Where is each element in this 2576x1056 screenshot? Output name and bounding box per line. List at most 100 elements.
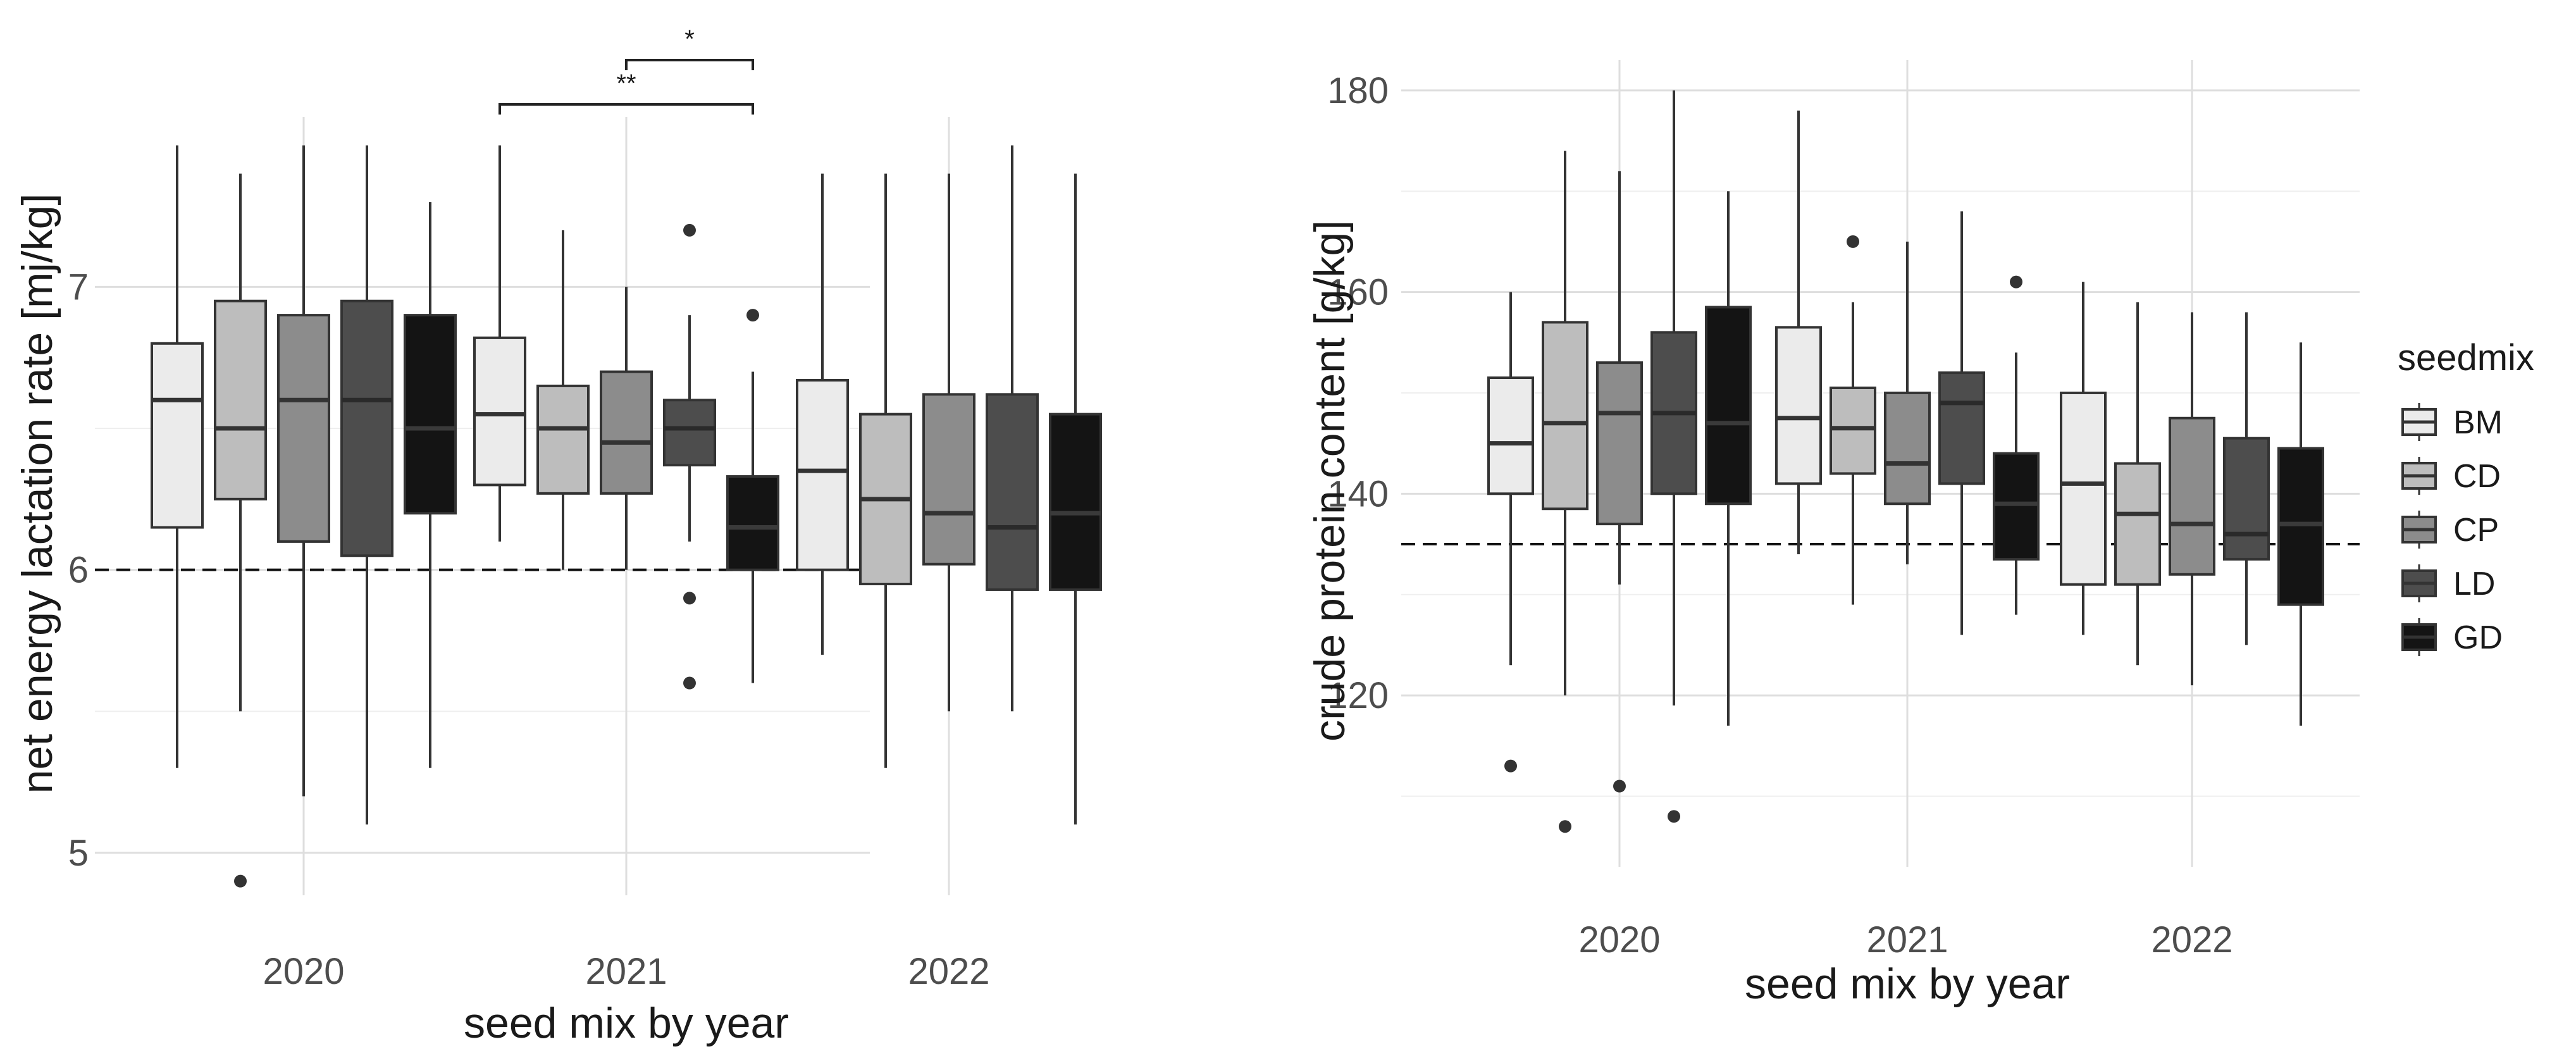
- legend-item-cd: CD: [2399, 456, 2501, 496]
- legend-items: BM CD CP LD GD: [2399, 402, 2503, 657]
- box-body: [1705, 306, 1752, 506]
- protein-y-tick-label: 160: [1327, 272, 1389, 313]
- protein-box-ld-2022: [2223, 312, 2270, 645]
- nel-box-cp-2020: [277, 145, 330, 797]
- significance-label: **: [616, 70, 636, 97]
- protein-x-axis-title: seed mix by year: [1745, 960, 2070, 1008]
- nel-box-gd-2021: [726, 309, 779, 683]
- outlier-point: [746, 309, 759, 322]
- protein-boxplot-chart: 120 140 160 180 2020 2021 2022 seed mix by ye…: [1306, 60, 2360, 1008]
- box-body: [922, 393, 975, 566]
- protein-box-cd-2020: [1542, 151, 1588, 833]
- nel-box-ld-2021: [663, 223, 716, 690]
- legend: seedmix BM CD CP LD GD: [2398, 337, 2534, 657]
- legend-item-bm: BM: [2399, 402, 2503, 442]
- legend-label: CP: [2453, 512, 2499, 549]
- box-body: [2223, 437, 2270, 561]
- legend-item-cp: CP: [2399, 509, 2499, 550]
- box-body: [1487, 376, 1534, 495]
- nel-significance-bracket: *: [625, 25, 754, 70]
- legend-label: LD: [2453, 566, 2495, 602]
- outlier-point: [2010, 275, 2022, 289]
- outlier-point: [1613, 780, 1626, 793]
- box-body: [1049, 413, 1102, 591]
- protein-box-bm-2021: [1775, 110, 1822, 554]
- protein-x-tick-labels: 2020 2021 2022: [1578, 919, 2232, 960]
- box-body: [2169, 416, 2215, 576]
- nel-box-bm-2020: [151, 145, 204, 768]
- nel-box-cd-2020: [214, 173, 267, 888]
- outlier-point: [1504, 759, 1517, 773]
- protein-box-cp-2021: [1884, 241, 1931, 564]
- box-body: [1938, 371, 1985, 485]
- protein-box-cd-2022: [2114, 302, 2161, 666]
- protein-box-cp-2020: [1596, 171, 1643, 793]
- box-body: [2277, 447, 2324, 606]
- nel-significance-brackets: ***: [498, 25, 754, 115]
- bracket-line: [498, 103, 754, 115]
- box-body: [473, 336, 526, 487]
- box-body: [663, 399, 716, 467]
- protein-x-tick-label: 2021: [1866, 919, 1948, 960]
- protein-x-tick-label: 2022: [2151, 919, 2232, 960]
- nel-box-cd-2021: [536, 230, 590, 570]
- box-body: [2060, 391, 2107, 586]
- legend-label: BM: [2453, 404, 2503, 441]
- protein-box-gd-2021: [1993, 275, 2040, 615]
- box-body: [1993, 452, 2040, 561]
- nel-y-axis-title: net energy lactation rate [mj/kg]: [13, 194, 61, 794]
- legend-label: GD: [2453, 619, 2503, 656]
- nel-y-tick-label: 6: [68, 550, 89, 591]
- nel-box-cp-2022: [922, 173, 975, 712]
- outlier-point: [234, 874, 247, 888]
- box-body: [277, 314, 330, 543]
- nel-x-tick-label: 2021: [585, 951, 667, 992]
- outlier-point: [1847, 235, 1859, 248]
- protein-box-ld-2020: [1650, 90, 1697, 823]
- box-body: [796, 378, 849, 571]
- protein-y-tick-label: 120: [1327, 675, 1389, 716]
- nel-significance-bracket: **: [498, 70, 754, 115]
- box-body: [214, 299, 267, 500]
- outlier-point: [683, 676, 696, 690]
- protein-box-bm-2022: [2060, 282, 2107, 635]
- box-body: [340, 299, 393, 557]
- outlier-point: [1559, 820, 1571, 833]
- protein-y-axis-title: crude protein content [g/kg]: [1306, 220, 1354, 742]
- nel-x-tick-label: 2020: [263, 951, 344, 992]
- protein-y-tick-label: 140: [1327, 473, 1389, 514]
- box-body: [151, 342, 204, 529]
- nel-y-tick-label: 7: [68, 266, 89, 307]
- box-body: [2114, 462, 2161, 586]
- outlier-point: [683, 592, 696, 605]
- legend-item-gd: GD: [2399, 617, 2503, 657]
- protein-boxes: [1487, 90, 2324, 833]
- protein-y-tick-label: 180: [1327, 70, 1389, 111]
- box-body: [1775, 326, 1822, 485]
- protein-box-bm-2020: [1487, 292, 1534, 773]
- nel-box-gd-2020: [404, 202, 457, 768]
- nel-box-bm-2021: [473, 145, 526, 542]
- protein-box-ld-2021: [1938, 211, 1985, 635]
- protein-y-tick-labels: 120 140 160 180: [1327, 70, 1389, 716]
- legend-label: CD: [2453, 458, 2501, 495]
- nel-y-tick-labels: 5 6 7: [68, 266, 89, 874]
- protein-box-cd-2021: [1830, 235, 1876, 605]
- nel-y-tick-label: 5: [68, 833, 89, 874]
- box-body: [1830, 386, 1876, 475]
- nel-box-cp-2021: [600, 287, 653, 570]
- outlier-point: [683, 223, 696, 237]
- protein-box-gd-2022: [2277, 342, 2324, 726]
- box-body: [1884, 391, 1931, 506]
- legend-title: seedmix: [2398, 337, 2534, 378]
- nel-box-bm-2022: [796, 173, 849, 655]
- box-body: [404, 314, 457, 515]
- protein-box-cp-2022: [2169, 312, 2215, 686]
- nel-box-ld-2020: [340, 145, 393, 825]
- bracket-line: [625, 59, 754, 70]
- nel-box-gd-2022: [1049, 173, 1102, 825]
- box-body: [536, 384, 590, 495]
- nel-x-axis-title: seed mix by year: [464, 999, 789, 1047]
- significance-label: *: [684, 25, 695, 53]
- box-body: [1542, 321, 1588, 511]
